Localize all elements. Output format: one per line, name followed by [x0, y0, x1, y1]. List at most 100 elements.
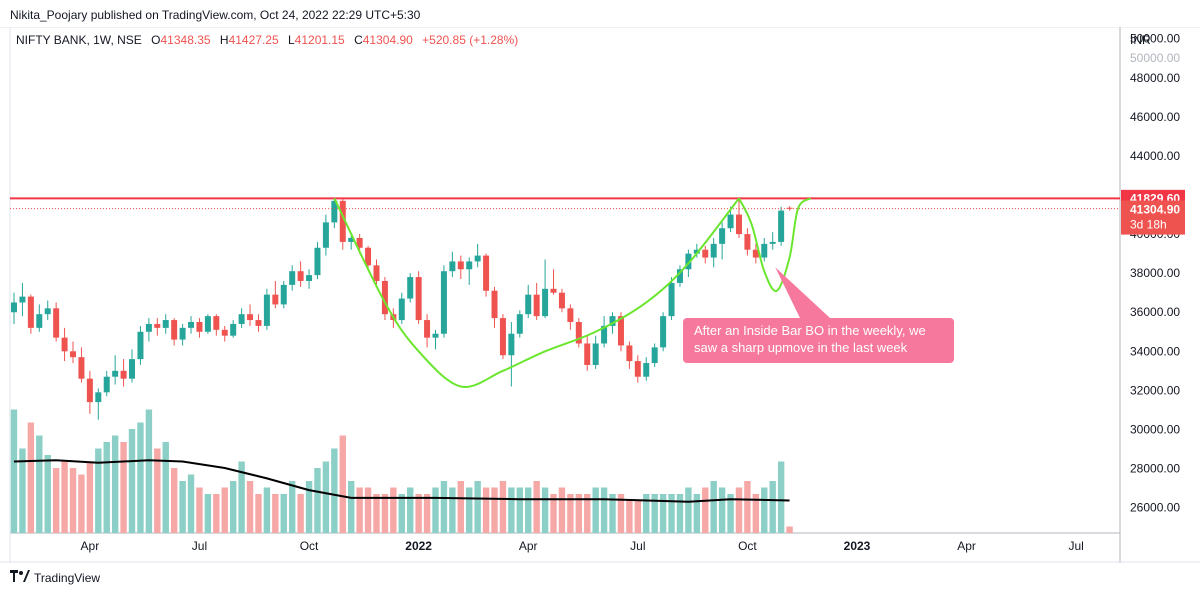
volume-bar — [449, 487, 456, 533]
candle-body — [297, 271, 304, 281]
volume-bar — [78, 474, 85, 533]
tradingview-logo-icon — [10, 570, 30, 585]
volume-bar — [356, 487, 363, 533]
time-tick-label: 2023 — [844, 539, 871, 553]
volume-bar — [272, 494, 279, 533]
candle-body — [483, 255, 490, 291]
volume-bar — [120, 442, 127, 533]
candle-body — [373, 265, 380, 281]
candle-body — [103, 376, 110, 393]
candle-body — [70, 351, 77, 358]
volume-bar — [533, 481, 540, 533]
callout-line-1: After an Inside Bar BO in the weekly, we — [694, 323, 926, 338]
volume-bar — [786, 526, 793, 533]
handle-curve[interactable] — [738, 197, 812, 293]
candle-body — [11, 302, 17, 313]
volume-bar — [457, 481, 464, 533]
candle-body — [154, 323, 161, 328]
candle-body — [306, 275, 313, 281]
candle-body — [727, 214, 734, 229]
candle-body — [786, 207, 793, 209]
volume-ma-line — [13, 459, 790, 503]
volume-bar — [693, 494, 701, 533]
price-tick-label: 32000.00 — [1130, 383, 1180, 397]
candle-body — [719, 228, 726, 244]
volume-bar — [769, 481, 776, 533]
candle-body — [230, 323, 237, 336]
volume-bar — [162, 442, 169, 533]
candle-body — [685, 253, 692, 270]
callout-line-2: saw a sharp upmove in the last week — [694, 340, 908, 355]
candle-body — [238, 314, 245, 324]
volume-bar — [735, 487, 743, 533]
candle-body — [676, 269, 683, 283]
volume-bar — [516, 487, 523, 533]
legend-close-label: C — [354, 33, 363, 47]
volume-bars — [10, 409, 793, 533]
candle-body — [778, 210, 785, 242]
volume-bar — [154, 448, 161, 533]
candle-body — [609, 316, 616, 326]
candle-body — [36, 314, 43, 328]
volume-bar — [499, 481, 507, 533]
volume-bar — [777, 461, 785, 533]
candle-body — [112, 370, 119, 377]
candle-body — [19, 296, 26, 303]
candle-body — [53, 308, 60, 338]
volume-bar — [204, 494, 212, 533]
candle-body — [86, 378, 93, 403]
volume-bar — [643, 494, 650, 533]
candle-body — [643, 363, 650, 377]
footer-brand[interactable]: TradingView — [34, 570, 101, 585]
price-tick-label: 38000.00 — [1130, 266, 1180, 280]
time-tick-label: Jul — [192, 539, 207, 553]
legend-open-label: O — [151, 33, 160, 47]
volume-bar — [466, 487, 473, 533]
price-tick-label: 28000.00 — [1130, 462, 1180, 476]
volume-bar — [407, 487, 414, 533]
candle-body — [162, 320, 169, 328]
callout-box[interactable] — [683, 318, 954, 363]
candle-body — [356, 237, 363, 248]
legend-high: 41427.25 — [229, 33, 279, 47]
volume-bar — [255, 494, 262, 533]
volume-bar — [423, 494, 431, 533]
volume-bar — [373, 494, 380, 533]
candle-body — [221, 329, 228, 336]
callout-pointer — [775, 267, 830, 318]
volume-bar — [685, 487, 692, 533]
volume-bar — [179, 481, 186, 533]
volume-bar — [52, 468, 60, 533]
candle-body — [27, 296, 34, 328]
time-ticks: Apr Jul Oct 2022 Apr Jul Oct 2023 Apr Jul — [81, 539, 1084, 553]
chart-svg[interactable]: NIFTY BANK, 1W, NSE O41348.35 H41427.25 … — [0, 26, 1200, 563]
candle-body — [424, 320, 431, 338]
volume-bar — [246, 481, 254, 533]
volume-bar — [558, 487, 566, 533]
cup-curve[interactable] — [333, 197, 740, 388]
candle-body — [137, 331, 144, 360]
time-tick-label: Apr — [957, 539, 976, 553]
volume-bar — [415, 494, 422, 533]
volume-bar — [19, 448, 26, 533]
volume-bar — [86, 461, 94, 533]
price-ticks: 26000.00 28000.00 30000.00 32000.00 34000.00… — [1130, 32, 1180, 515]
volume-bar — [221, 487, 228, 533]
chart-frame[interactable]: NIFTY BANK, 1W, NSE O41348.35 H41427.25 … — [0, 26, 1200, 563]
volume-bar — [348, 481, 355, 533]
volume-bar — [432, 487, 439, 533]
legend-low-label: L — [288, 33, 295, 47]
volume-bar — [718, 487, 726, 533]
price-tick-partial: 50000.00 — [1130, 51, 1180, 65]
candle-body — [432, 333, 439, 338]
volume-bar — [525, 487, 532, 533]
countdown-text: 3d 18h — [1130, 218, 1167, 232]
price-tick-label: 46000.00 — [1130, 110, 1180, 124]
candle-body — [575, 322, 582, 344]
volume-bar — [44, 455, 51, 533]
volume-bar — [744, 481, 751, 533]
candle-body — [331, 200, 338, 223]
candle-body — [381, 280, 388, 315]
volume-bar — [668, 494, 675, 533]
volume-bar — [196, 487, 203, 533]
